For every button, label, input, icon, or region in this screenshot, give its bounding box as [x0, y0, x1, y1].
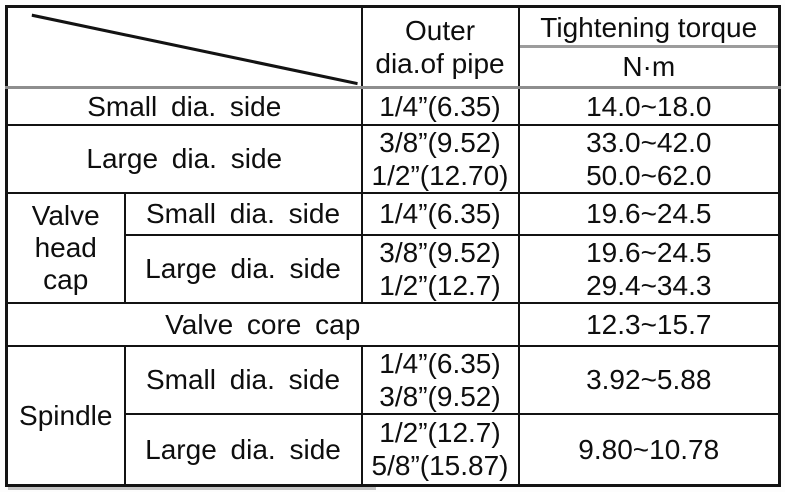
row-label-valve-core-cap: Valve core cap: [5, 301, 520, 347]
pipe-value: 1/2”(12.7): [379, 269, 501, 301]
pipe-cell: 1/4”(6.35): [360, 86, 520, 126]
torque-value: 50.0~62.0: [586, 159, 712, 191]
torque-header-cell: Tightening torque N·m: [517, 5, 781, 89]
torque-cell: 14.0~18.0: [517, 86, 781, 126]
torque-header-unit: N·m: [622, 51, 676, 82]
torque-table: Outer dia.of pipe Tightening torque N·m …: [5, 5, 781, 487]
pipe-value: 1/2”(12.7): [379, 417, 501, 449]
sub-label-small-dia: Small dia. side: [123, 191, 363, 236]
row-valve-head-cap-large: Large dia. side 3/8”(9.52) 1/2”(12.7) 19…: [7, 233, 781, 304]
pipe-value: 5/8”(15.87): [371, 450, 509, 482]
group-label-line: cap: [43, 263, 89, 295]
row-spindle-large: Large dia. side 1/2”(12.7) 5/8”(15.87) 9…: [7, 412, 781, 487]
row-valve-head-cap-small: Valve head cap Small dia. side 1/4”(6.35…: [5, 191, 781, 304]
pipe-value: 1/4”(6.35): [379, 347, 501, 379]
pipe-cell: 1/4”(6.35): [360, 191, 520, 236]
row-label-large-dia: Large dia. side: [5, 123, 363, 194]
pipe-cell: 3/8”(9.52) 1/2”(12.7): [360, 233, 520, 304]
diagonal-line: [31, 13, 358, 85]
row-small-dia: Small dia. side 1/4”(6.35) 14.0~18.0: [5, 86, 781, 126]
group-label-line: Valve: [31, 199, 100, 231]
row-spindle-small: Spindle Small dia. side 1/4”(6.35) 3/8”(…: [5, 344, 781, 487]
row-label-small-dia: Small dia. side: [5, 86, 363, 126]
torque-value: 29.4~34.3: [586, 269, 712, 301]
header-row: Outer dia.of pipe Tightening torque N·m: [5, 5, 781, 89]
pipe-value: 3/8”(9.52): [379, 236, 501, 268]
group-label-valve-head-cap: Valve head cap: [5, 191, 126, 304]
scan-artifact-line: [8, 487, 376, 490]
torque-cell: 9.80~10.78: [517, 412, 781, 487]
sub-label-large-dia: Large dia. side: [123, 412, 363, 487]
pipe-value: 3/8”(9.52): [379, 126, 501, 158]
pipe-value: 1/2”(12.70): [371, 159, 509, 191]
pipe-cell: 1/2”(12.7) 5/8”(15.87): [360, 412, 520, 487]
torque-cell: 19.6~24.5 29.4~34.3: [517, 233, 781, 304]
pipe-cell: 3/8”(9.52) 1/2”(12.70): [360, 123, 520, 194]
group-label-line: head: [34, 231, 97, 263]
row-large-dia: Large dia. side 3/8”(9.52) 1/2”(12.70) 3…: [5, 123, 781, 194]
torque-cell: 33.0~42.0 50.0~62.0: [517, 123, 781, 194]
torque-cell: 12.3~15.7: [517, 301, 781, 347]
torque-header-title: Tightening torque: [520, 9, 778, 48]
row-valve-core-cap: Valve core cap 12.3~15.7: [5, 301, 781, 347]
pipe-cell: 1/4”(6.35) 3/8”(9.52): [360, 344, 520, 415]
torque-cell: 19.6~24.5: [517, 191, 781, 236]
pipe-header-line2: dia.of pipe: [375, 48, 505, 79]
pipe-diameter-header-cell: Outer dia.of pipe: [360, 5, 520, 89]
group-label-spindle: Spindle: [5, 344, 126, 487]
torque-value: 19.6~24.5: [586, 236, 712, 268]
sub-label-large-dia: Large dia. side: [123, 233, 363, 304]
sub-label-small-dia: Small dia. side: [123, 344, 363, 415]
torque-value: 33.0~42.0: [586, 126, 712, 158]
diagonal-header-cell: [5, 5, 363, 89]
pipe-value: 3/8”(9.52): [379, 380, 501, 412]
pipe-header-line1: Outer: [404, 15, 476, 46]
torque-cell: 3.92~5.88: [517, 344, 781, 415]
